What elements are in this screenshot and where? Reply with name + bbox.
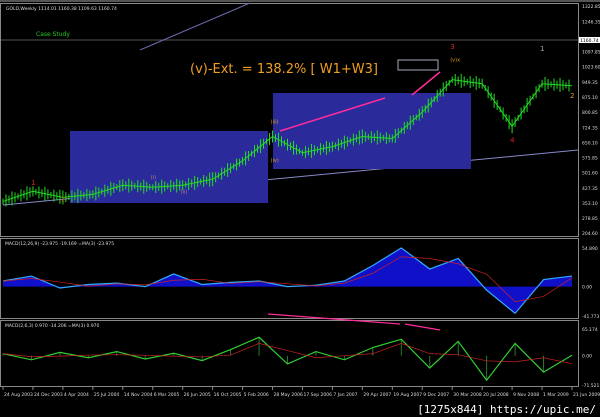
macd1-title: MACD(12,26,9) -23.975 -19.169 =MA(3) -23… <box>5 241 114 247</box>
wave-label: 4 <box>510 137 515 145</box>
wave-label: (iii) <box>271 119 279 125</box>
trend-arrow-2 <box>411 71 441 96</box>
date-axis-label: 20 Jul 2008 <box>483 392 509 398</box>
current-price-marker <box>579 37 600 43</box>
wave-label: (ii) <box>181 189 188 195</box>
indicator-axis-label: -41.773 <box>582 314 600 320</box>
price-axis-label: 1246.35 <box>582 20 600 26</box>
date-axis-label: 17 Sep 2006 <box>303 392 332 398</box>
date-axis-label: 21 Jun 2009 <box>573 392 600 398</box>
date-axis-label: 16 Oct 2005 <box>214 392 242 398</box>
wave-label: (iv) <box>271 158 279 164</box>
divergence-line-1 <box>267 313 401 325</box>
trend-arrow-1 <box>279 97 386 132</box>
indicator-axis-label: 65.174 <box>582 327 598 333</box>
price-axis-label: 353.10 <box>582 201 598 207</box>
price-axis-label: 724.35 <box>582 125 598 131</box>
macd-line <box>2 336 573 382</box>
extension-annotation: (v)-Ext. = 138.2% [ W1+W3] <box>190 62 378 77</box>
case-study-label: Case Study <box>36 31 70 38</box>
price-axis-label: 1023.60 <box>582 65 600 71</box>
wave-label: 1 <box>540 45 544 53</box>
date-axis-label: 30 Mar 2008 <box>453 392 482 398</box>
date-axis-label: 28 May 2006 <box>274 392 303 398</box>
price-axis-label: 278.85 <box>582 216 598 222</box>
date-axis-label: 24 Dec 2003 <box>34 392 63 398</box>
fib-target-box <box>397 59 439 71</box>
indicator-axis-label: 0.00 <box>582 354 592 360</box>
current-price-label: 1160.74 <box>580 38 599 44</box>
date-axis-label: 9 Nov 2008 <box>513 392 539 398</box>
date-axis-label: 4 Apr 2004 <box>64 392 89 398</box>
price-axis-label: 204.60 <box>582 231 598 237</box>
wave-label: 2 <box>570 92 574 100</box>
window-top-border <box>0 0 600 2</box>
signal-line <box>2 343 573 365</box>
wave-box-2 <box>273 93 471 169</box>
macd-line <box>2 247 573 315</box>
wave-label: 1 <box>31 179 35 187</box>
wave-label: 3 <box>450 43 454 51</box>
date-axis-label: 6 Mar 2005 <box>154 392 180 398</box>
date-axis-label: 5 Feb 2006 <box>244 392 269 398</box>
date-axis-label: 29 Apr 2007 <box>363 392 391 398</box>
price-axis-label: 1322.85 <box>582 4 600 10</box>
date-axis-label: 26 Jun 2005 <box>184 392 211 398</box>
indicator-axis-label: 0.00 <box>582 285 592 291</box>
signal-line <box>2 256 573 303</box>
macd2-panel-frame <box>0 320 579 387</box>
date-axis-label: 14 Nov 2004 <box>124 392 153 398</box>
macd-histogram-area <box>3 247 572 314</box>
price-series <box>2 79 573 202</box>
main-panel-frame <box>0 3 579 237</box>
wave-label: 2 <box>61 195 65 203</box>
divergence-line-2 <box>404 323 441 331</box>
price-axis-label: 650.10 <box>582 141 598 147</box>
date-axis-label: 19 Aug 2007 <box>393 392 422 398</box>
watermark: [1275x844] https://upic.me/ <box>417 403 596 416</box>
date-axis-label: 25 Jul 2004 <box>94 392 120 398</box>
date-axis-label: 24 Aug 2003 <box>4 392 33 398</box>
price-axis-label: 501.60 <box>582 171 598 177</box>
price-axis-label: 575.85 <box>582 156 598 162</box>
date-axis-label: 1 Mar 2009 <box>543 392 569 398</box>
symbol-info: GOLD,Weekly 1114.01 1160.38 1109.63 1160… <box>6 6 117 12</box>
price-axis-label: 1097.85 <box>582 50 600 56</box>
price-axis-label: 427.35 <box>582 186 598 192</box>
macd1-panel-frame <box>0 238 579 319</box>
indicator-axis-label: -71.521 <box>582 383 600 389</box>
price-axis-label: 949.35 <box>582 80 598 86</box>
indicator-axis-label: 54.890 <box>582 246 598 252</box>
wave-label: (v)x <box>450 57 460 63</box>
price-axis-label: 800.85 <box>582 110 598 116</box>
price-axis-label: 875.10 <box>582 95 598 101</box>
macd2-title: MACD(2,6,3) 0.970 -14.206 =MA(3) 0.970 <box>5 323 100 329</box>
date-axis-label: 9 Dec 2007 <box>423 392 449 398</box>
wave-label: (i) <box>151 175 156 181</box>
date-axis-label: 7 Jan 2007 <box>333 392 357 398</box>
upper-trendline <box>139 2 251 51</box>
